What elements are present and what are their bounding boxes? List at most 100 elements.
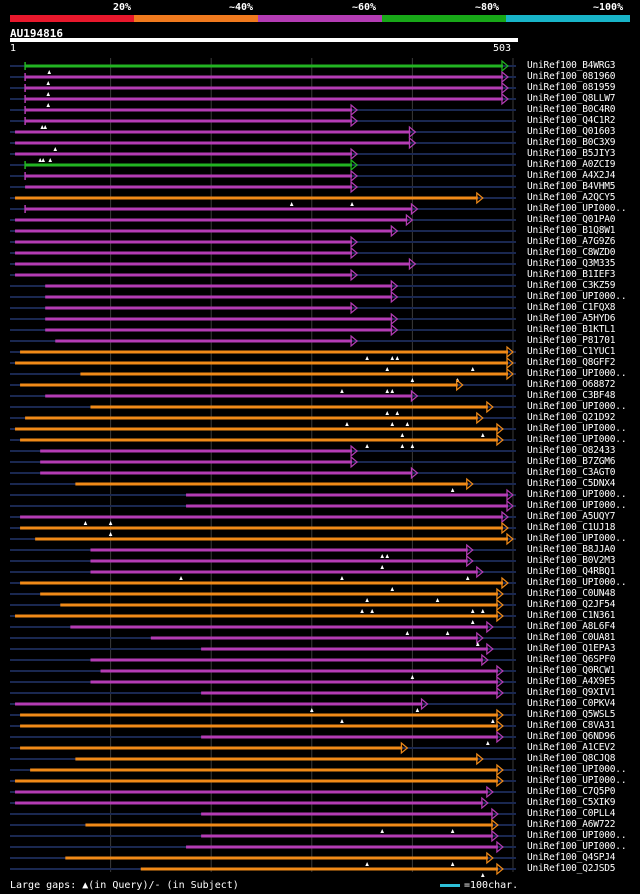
hit-label[interactable]: UniRef100_A2QCY5: [527, 192, 616, 203]
hit-arrow-head: [481, 796, 489, 810]
hit-label[interactable]: UniRef100_A4X2J4: [527, 170, 616, 181]
hit-label[interactable]: UniRef100_A1CEV2: [527, 742, 616, 753]
hit-alignment: [10, 719, 516, 733]
hit-arrow-head: [496, 862, 504, 876]
hit-label[interactable]: UniRef100_P81701: [527, 335, 616, 346]
hit-label[interactable]: UniRef100_UPI000..: [527, 577, 627, 588]
hit-label[interactable]: UniRef100_C0UA81: [527, 632, 616, 643]
hit-label[interactable]: UniRef100_C1UJ18: [527, 522, 616, 533]
hit-label[interactable]: UniRef100_UPI000..: [527, 764, 627, 775]
hit-label[interactable]: UniRef100_UPI000..: [527, 533, 627, 544]
hit-alignment: [10, 422, 516, 437]
hit-label[interactable]: UniRef100_Q8GFF2: [527, 357, 616, 368]
query-gap-marker: [481, 873, 485, 877]
hit-label[interactable]: UniRef100_C0UN48: [527, 588, 616, 599]
hit-label[interactable]: UniRef100_C3KZ59: [527, 280, 616, 291]
hit-label[interactable]: UniRef100_Q0RCW1: [527, 665, 616, 676]
hit-arrow-head: [506, 488, 514, 502]
hit-label[interactable]: UniRef100_Q4RBQ1: [527, 566, 616, 577]
hit-label[interactable]: UniRef100_UPI000..: [527, 489, 627, 500]
hit-label[interactable]: UniRef100_C5DNX4: [527, 478, 616, 489]
hit-label[interactable]: UniRef100_UPI000..: [527, 775, 627, 786]
hit-label[interactable]: UniRef100_Q21D92: [527, 412, 616, 423]
hit-label[interactable]: UniRef100_Q6ND96: [527, 731, 616, 742]
hit-label[interactable]: UniRef100_C0PKV4: [527, 698, 616, 709]
hit-alignment: [10, 631, 516, 646]
hit-label[interactable]: UniRef100_Q5WSL5: [527, 709, 616, 720]
hit-label[interactable]: UniRef100_B8JJA0: [527, 544, 616, 555]
hit-label[interactable]: UniRef100_UPI000..: [527, 401, 627, 412]
hit-label[interactable]: UniRef100_B0C3X9: [527, 137, 616, 148]
hit-arrow-head: [501, 59, 509, 73]
hit-label[interactable]: UniRef100_A8L6F4: [527, 621, 616, 632]
query-gap-marker: [46, 103, 51, 107]
hit-label[interactable]: UniRef100_A5HYD6: [527, 313, 616, 324]
hit-label[interactable]: UniRef100_C7Q5P0: [527, 786, 616, 797]
hit-label[interactable]: UniRef100_A7G9Z6: [527, 236, 616, 247]
hit-label[interactable]: UniRef100_UPI000..: [527, 830, 627, 841]
hit-label[interactable]: UniRef100_Q01PA0: [527, 214, 616, 225]
hit-arrow-head: [496, 609, 504, 623]
hit-label[interactable]: UniRef100_C1YUC1: [527, 346, 616, 357]
hit-label[interactable]: UniRef100_B4VHM5: [527, 181, 616, 192]
hit-label[interactable]: UniRef100_B0V2M3: [527, 555, 616, 566]
hit-label[interactable]: UniRef100_C8WZD0: [527, 247, 616, 258]
hit-label[interactable]: UniRef100_B4WRG3: [527, 60, 616, 71]
hit-label[interactable]: UniRef100_Q4C1R2: [527, 115, 616, 126]
hit-label[interactable]: UniRef100_C8VA31: [527, 720, 616, 731]
hit-arrow-head: [476, 565, 484, 579]
hit-alignment: [10, 378, 516, 393]
hit-label[interactable]: UniRef100_Q6SPF0: [527, 654, 616, 665]
hit-label[interactable]: UniRef100_O82433: [527, 445, 616, 456]
query-gap-marker: [360, 609, 364, 613]
hit-label[interactable]: UniRef100_UPI000..: [527, 368, 627, 379]
hit-alignment: [10, 235, 516, 249]
query-gap-marker: [380, 565, 385, 569]
query-start: 1: [10, 43, 17, 54]
query-gap-marker: [415, 708, 420, 712]
hit-label[interactable]: UniRef100_081959: [527, 82, 616, 93]
hit-label[interactable]: UniRef100_O68872: [527, 379, 616, 390]
hit-label[interactable]: UniRef100_UPI000..: [527, 423, 627, 434]
hit-label[interactable]: UniRef100_B1KTL1: [527, 324, 616, 335]
hit-label[interactable]: UniRef100_C5XIK9: [527, 797, 616, 808]
hit-alignment: [10, 246, 516, 260]
query-gap-marker: [370, 609, 374, 613]
hit-label[interactable]: UniRef100_Q9XIV1: [527, 687, 616, 698]
hit-label[interactable]: UniRef100_081960: [527, 71, 616, 82]
hit-label[interactable]: UniRef100_UPI000..: [527, 434, 627, 445]
hit-label[interactable]: UniRef100_C3BF48: [527, 390, 616, 401]
hit-label[interactable]: UniRef100_UPI000..: [527, 500, 627, 511]
hit-label[interactable]: UniRef100_Q8LLW7: [527, 93, 616, 104]
hit-label[interactable]: UniRef100_UPI000..: [527, 291, 627, 302]
hit-label[interactable]: UniRef100_B7ZGM6: [527, 456, 616, 467]
hit-label[interactable]: UniRef100_C1N361: [527, 610, 616, 621]
hit-label[interactable]: UniRef100_B5JIY3: [527, 148, 616, 159]
hit-label[interactable]: UniRef100_A4X9E5: [527, 676, 616, 687]
hit-alignment: [10, 290, 516, 304]
hit-label[interactable]: UniRef100_Q3M335: [527, 258, 616, 269]
hit-label[interactable]: UniRef100_Q2JSD5: [527, 863, 616, 874]
hit-label[interactable]: UniRef100_C0PLL4: [527, 808, 616, 819]
hit-label[interactable]: UniRef100_UPI000..: [527, 203, 627, 214]
hit-label[interactable]: UniRef100_A0ZCI9: [527, 159, 616, 170]
hit-label[interactable]: UniRef100_C3AGT0: [527, 467, 616, 478]
hit-arrow-head: [496, 719, 504, 733]
hit-arrow-head: [410, 202, 419, 216]
hit-label[interactable]: UniRef100_UPI000..: [527, 841, 627, 852]
hit-alignment: [10, 730, 516, 745]
hit-label[interactable]: UniRef100_Q8CJQ8: [527, 753, 616, 764]
legend-segment-4: [382, 15, 506, 22]
hit-label[interactable]: UniRef100_Q2JF54: [527, 599, 616, 610]
query-gap-marker: [40, 125, 44, 129]
hit-label[interactable]: UniRef100_A6W722: [527, 819, 616, 830]
hit-label[interactable]: UniRef100_B1IEF3: [527, 269, 616, 280]
hit-label[interactable]: UniRef100_Q4SPJ4: [527, 852, 616, 863]
hit-label[interactable]: UniRef100_B0C4R0: [527, 104, 616, 115]
hit-label[interactable]: UniRef100_Q1EPA3: [527, 643, 616, 654]
hit-arrow-head: [476, 752, 484, 766]
hit-label[interactable]: UniRef100_Q01603: [527, 126, 616, 137]
hit-label[interactable]: UniRef100_A5UQY7: [527, 511, 616, 522]
hit-label[interactable]: UniRef100_C1FQX8: [527, 302, 616, 313]
hit-label[interactable]: UniRef100_B1Q8W1: [527, 225, 616, 236]
